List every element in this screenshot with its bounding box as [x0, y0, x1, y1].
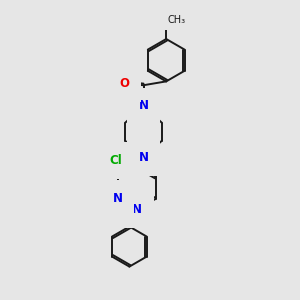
Text: Cl: Cl — [110, 154, 122, 167]
Text: CH₃: CH₃ — [168, 15, 186, 26]
Text: N: N — [112, 192, 123, 205]
Text: N: N — [132, 203, 142, 216]
Text: N: N — [139, 99, 148, 112]
Text: O: O — [119, 77, 129, 90]
Text: O: O — [119, 77, 129, 90]
Text: N: N — [139, 151, 148, 164]
